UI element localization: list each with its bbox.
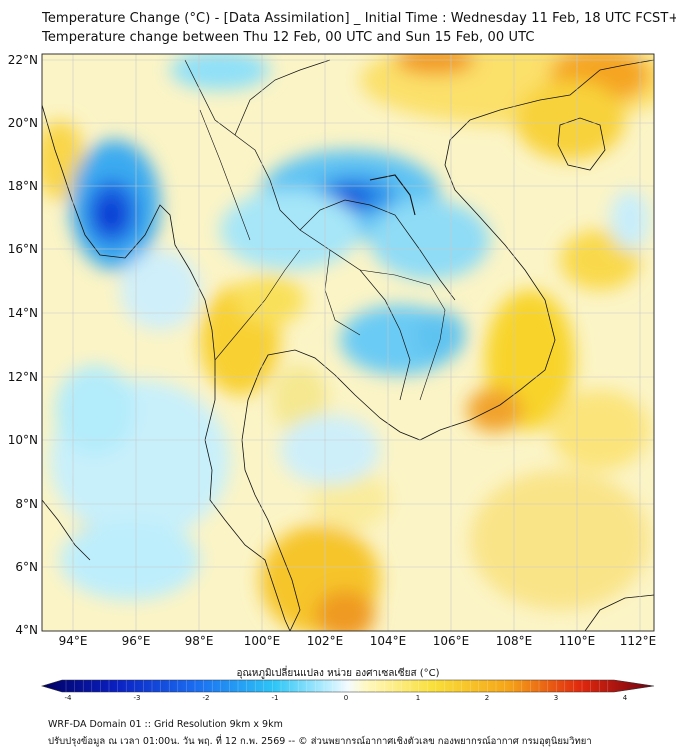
lat-tick: 6°N [15, 560, 38, 574]
colorbar-bar [40, 679, 655, 693]
lat-tick: 18°N [8, 179, 38, 193]
colorbar-label: อุณหภูมิเปลี่ยนแปลง หน่วย องศาเซลเซียส (… [236, 668, 440, 679]
coastlines [42, 59, 654, 631]
lon-tick: 94°E [59, 634, 88, 648]
lat-tick: 10°N [8, 433, 38, 447]
colorbar-tick: 0 [344, 694, 348, 700]
colorbar-tick: 2 [485, 694, 489, 700]
lon-tick: 108°E [496, 634, 533, 648]
lat-axis: 22°N 20°N 18°N 16°N 14°N 12°N 10°N 8°N 6… [8, 53, 38, 637]
lon-tick: 110°E [559, 634, 596, 648]
temperature-field [42, 54, 654, 631]
lon-axis: 94°E 96°E 98°E 100°E 102°E 104°E 106°E 1… [59, 634, 657, 648]
lon-tick: 104°E [370, 634, 407, 648]
lon-tick: 100°E [244, 634, 281, 648]
lat-tick: 22°N [8, 53, 38, 67]
colorbar-tick: -3 [134, 694, 141, 700]
temperature-change-map: 94°E 96°E 98°E 100°E 102°E 104°E 106°E 1… [8, 53, 657, 700]
plot-frame [41, 53, 655, 632]
lat-tick: 12°N [8, 370, 38, 384]
map-title: Temperature Change (°C) - [Data Assimila… [42, 11, 676, 26]
map-subtitle: Temperature change between Thu 12 Feb, 0… [42, 30, 535, 45]
lon-tick: 96°E [122, 634, 151, 648]
lat-tick: 8°N [15, 497, 38, 511]
lon-tick: 102°E [307, 634, 344, 648]
lat-tick: 20°N [8, 116, 38, 130]
lon-tick: 106°E [433, 634, 470, 648]
colorbar: -4 -3 -2 -1 0 1 2 3 4 [40, 679, 655, 700]
colorbar-tick: -1 [272, 694, 279, 700]
lon-tick: 112°E [620, 634, 657, 648]
lat-tick: 14°N [8, 306, 38, 320]
model-info: WRF-DA Domain 01 :: Grid Resolution 9km … [48, 719, 283, 730]
colorbar-tick: 3 [554, 694, 558, 700]
colorbar-tick: 4 [623, 694, 628, 700]
colorbar-tick: -2 [203, 694, 210, 700]
colorbar-segments [65, 680, 609, 692]
colorbar-tick: -4 [65, 694, 73, 700]
gridlines [42, 54, 654, 631]
lat-tick: 4°N [15, 623, 38, 637]
lat-tick: 16°N [8, 242, 38, 256]
lon-tick: 98°E [185, 634, 214, 648]
colorbar-tick: 1 [416, 694, 420, 700]
update-info: ปรับปรุงข้อมูล ณ เวลา 01:00น. วัน พฤ. ที… [48, 736, 592, 747]
